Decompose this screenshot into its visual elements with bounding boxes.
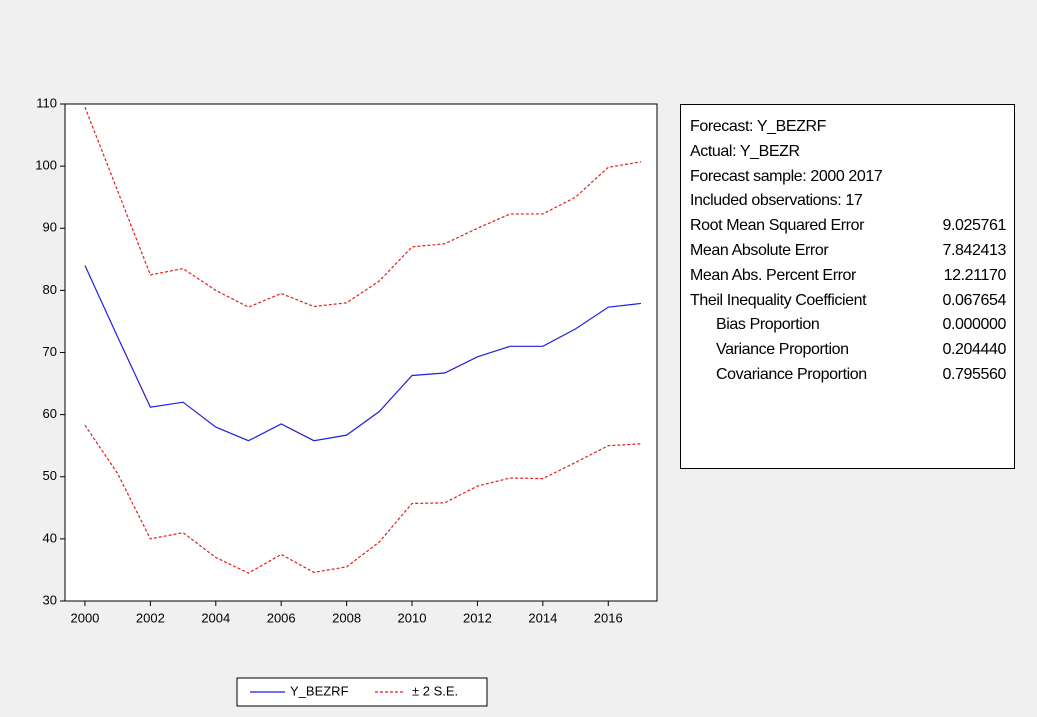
x-tick-label: 2016 bbox=[594, 610, 623, 625]
stats-row: Covariance Proportion 0.795560 bbox=[690, 363, 1006, 388]
upper-band bbox=[84, 106, 642, 308]
stats-box: Forecast: Y_BEZRF Actual: Y_BEZR Forecast … bbox=[680, 104, 1015, 469]
y-tick-label: 100 bbox=[35, 158, 57, 173]
stat-label: Mean Absolute Error bbox=[690, 241, 829, 259]
stats-row: Included observations: 17 bbox=[690, 189, 1006, 214]
stats-row: Mean Absolute Error 7.842413 bbox=[690, 239, 1006, 264]
stats-row: Forecast: Y_BEZRF bbox=[690, 115, 1006, 140]
x-tick-label: 2004 bbox=[201, 610, 230, 625]
stats-row: Forecast sample: 2000 2017 bbox=[690, 165, 1006, 190]
stat-value: 7.842413 bbox=[942, 241, 1006, 259]
y-tick-label: 30 bbox=[43, 592, 57, 607]
stats-row: Mean Abs. Percent Error 12.21170 bbox=[690, 264, 1006, 289]
x-tick-label: 2010 bbox=[398, 610, 427, 625]
stat-label: Variance Proportion bbox=[716, 341, 849, 359]
plot-area bbox=[64, 103, 658, 602]
stat-value: 0.795560 bbox=[942, 365, 1006, 383]
stats-line: Included observations: 17 bbox=[690, 192, 863, 210]
y-tick-label: 70 bbox=[43, 344, 57, 359]
stats-row: Bias Proportion 0.000000 bbox=[690, 313, 1006, 338]
x-tick-label: 2014 bbox=[528, 610, 557, 625]
y-tick-label: 110 bbox=[36, 95, 57, 110]
stats-row: Variance Proportion 0.204440 bbox=[690, 338, 1006, 363]
x-tick-label: 2000 bbox=[70, 610, 99, 625]
legend-label: ± 2 S.E. bbox=[412, 683, 458, 698]
x-tick-label: 2006 bbox=[267, 610, 296, 625]
stat-label: Root Mean Squared Error bbox=[690, 217, 865, 235]
stat-label: Covariance Proportion bbox=[716, 365, 867, 383]
stats-line: Actual: Y_BEZR bbox=[690, 142, 800, 160]
lower-band bbox=[84, 424, 642, 574]
x-tick-label: 2002 bbox=[136, 610, 165, 625]
forecast-line bbox=[84, 265, 642, 442]
y-tick-label: 40 bbox=[43, 530, 57, 545]
stat-value: 0.067654 bbox=[942, 291, 1006, 309]
y-tick-label: 50 bbox=[43, 468, 57, 483]
legend-label: Y_BEZRF bbox=[290, 683, 349, 698]
stat-value: 0.204440 bbox=[942, 341, 1006, 359]
stat-label: Theil Inequality Coefficient bbox=[690, 291, 867, 309]
x-tick-label: 2012 bbox=[463, 610, 492, 625]
stat-value: 0.000000 bbox=[942, 316, 1006, 334]
stats-line: Forecast: Y_BEZRF bbox=[690, 118, 827, 135]
stats-line: Forecast sample: 2000 2017 bbox=[690, 167, 883, 185]
stats-row: Actual: Y_BEZR bbox=[690, 140, 1006, 165]
y-tick-label: 80 bbox=[43, 282, 57, 297]
stats-row: Root Mean Squared Error 9.025761 bbox=[690, 214, 1006, 239]
x-tick-label: 2008 bbox=[332, 610, 361, 625]
stats-row: Theil Inequality Coefficient 0.067654 bbox=[690, 289, 1006, 314]
stat-value: 9.025761 bbox=[942, 217, 1006, 235]
y-tick-label: 60 bbox=[43, 406, 57, 421]
y-tick-label: 90 bbox=[43, 220, 57, 235]
stat-value: 12.21170 bbox=[943, 266, 1007, 284]
stat-label: Bias Proportion bbox=[716, 316, 820, 334]
stat-label: Mean Abs. Percent Error bbox=[690, 266, 856, 284]
